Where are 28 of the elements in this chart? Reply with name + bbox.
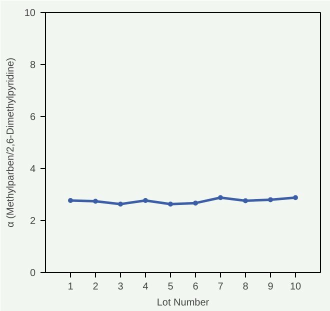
point [168,202,173,207]
point [243,198,248,204]
y-tick-label: 8 [30,60,36,71]
point [118,202,123,207]
x-tick-label: 1 [68,282,74,292]
point [268,197,273,202]
point [93,198,98,204]
x-tick-label: 7 [218,282,224,292]
point [143,198,148,203]
x-tick-label: 4 [142,282,149,292]
y-tick-label: 10 [24,8,36,19]
x-axis-title: Lot Number [156,298,210,308]
y-tick-label: 4 [30,164,36,175]
x-tick-label: 5 [168,282,174,292]
x-tick-label: 2 [92,282,99,292]
y-tick-label: 0 [30,268,36,279]
y-tick-label: 2 [30,216,36,227]
point [68,198,73,203]
x-tick-label: 6 [192,282,199,292]
x-tick-label: 10 [290,282,302,292]
y-axis-title: α (Methylparben/2,6-Dimethylpyridine) [5,58,16,228]
y-tick-label: 6 [30,112,36,123]
point [193,200,198,206]
x-tick-label: 9 [268,282,274,292]
point [293,195,298,200]
point [218,195,223,200]
x-tick-label: 3 [118,282,124,292]
x-tick-label: 8 [242,282,249,292]
